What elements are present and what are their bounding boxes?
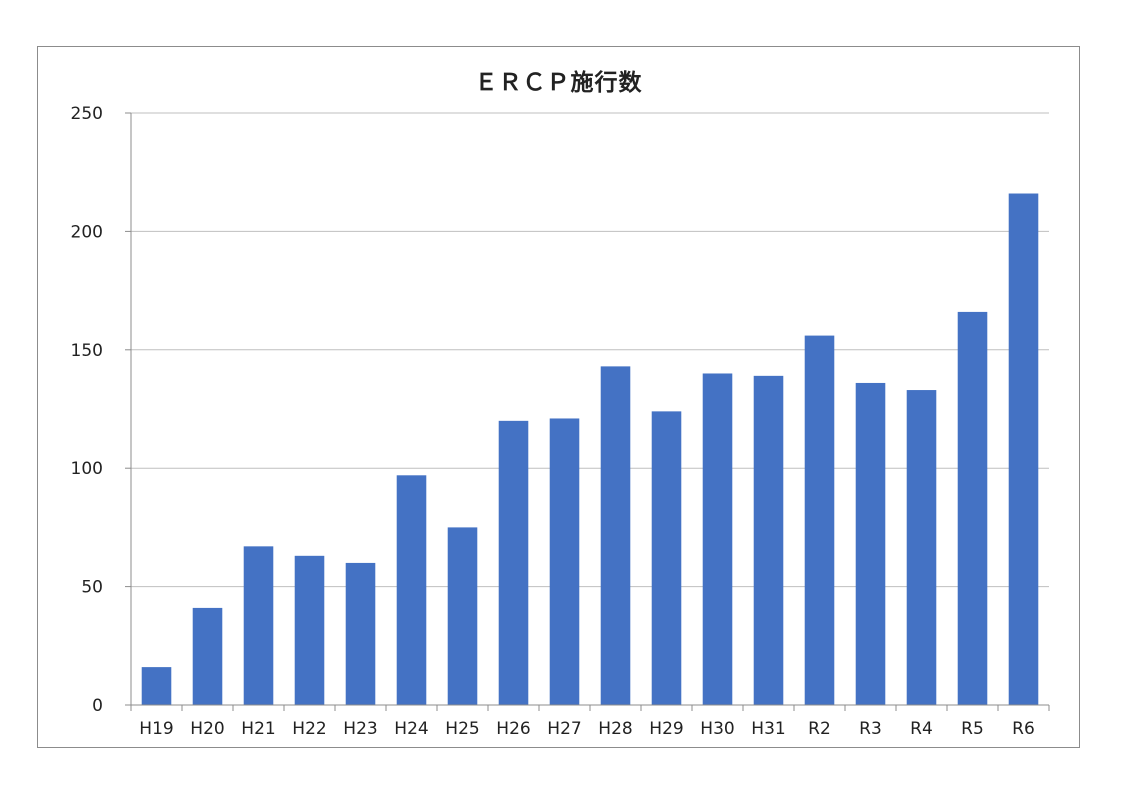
y-tick-labels: 0 50 100 150 200 250 <box>71 104 103 716</box>
axes <box>125 112 1050 711</box>
y-tick-label: 250 <box>71 104 103 124</box>
x-tick-labels: H19 H20 H21 H22 H23 H24 H25 H26 H27 H28 H29 H30 H31 R… <box>139 719 1035 739</box>
bar <box>855 382 886 705</box>
x-tick-label: R6 <box>1012 719 1035 739</box>
bar <box>243 546 274 705</box>
x-tick-label: H31 <box>751 719 785 739</box>
bar <box>957 311 988 705</box>
bar <box>600 366 631 705</box>
bar <box>804 335 835 705</box>
x-tick-label: H29 <box>649 719 683 739</box>
x-tick-label: R3 <box>859 719 882 739</box>
gridlines <box>131 112 1049 588</box>
x-tick-label: H28 <box>598 719 632 739</box>
bar <box>345 562 376 705</box>
y-tick-label: 150 <box>71 341 103 361</box>
x-tick-label: H23 <box>343 719 377 739</box>
bar <box>141 667 172 705</box>
chart-title: ＥＲＣＰ施行数 <box>474 70 643 96</box>
y-tick-label: 200 <box>71 222 103 242</box>
x-tick-label: H25 <box>445 719 479 739</box>
bar <box>1008 193 1039 705</box>
y-tick-label: 100 <box>71 459 103 479</box>
bar <box>906 390 937 705</box>
y-tick-label: 50 <box>81 578 103 598</box>
bar <box>447 527 478 705</box>
x-tick-label: H26 <box>496 719 530 739</box>
bar <box>294 555 325 705</box>
bar <box>396 475 427 705</box>
x-tick-label: H19 <box>139 719 173 739</box>
bar <box>498 420 529 705</box>
bars <box>141 193 1039 705</box>
y-tick-label: 0 <box>92 696 103 716</box>
bar <box>192 607 223 705</box>
bar <box>753 375 784 705</box>
x-tick-label: R4 <box>910 719 933 739</box>
x-tick-label: H30 <box>700 719 734 739</box>
x-tick-label: H27 <box>547 719 581 739</box>
x-tick-label: R2 <box>808 719 831 739</box>
x-tick-label: H21 <box>241 719 275 739</box>
x-tick-label: H22 <box>292 719 326 739</box>
bar <box>702 373 733 705</box>
x-tick-label: H20 <box>190 719 224 739</box>
bar <box>651 411 682 705</box>
x-tick-label: H24 <box>394 719 428 739</box>
bar <box>549 418 580 705</box>
x-tick-label: R5 <box>961 719 984 739</box>
